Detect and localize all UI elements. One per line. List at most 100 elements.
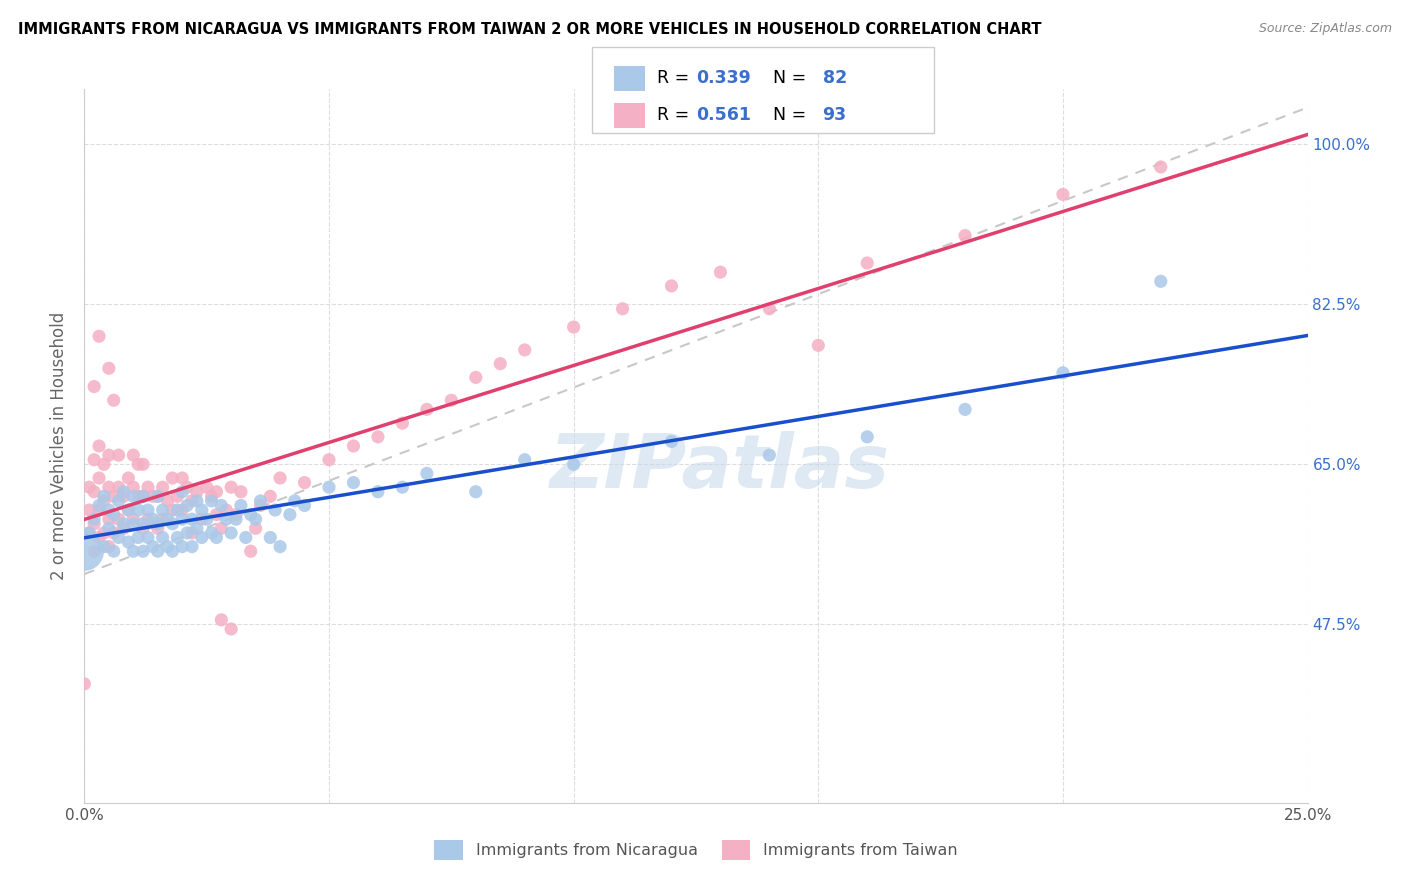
Legend: Immigrants from Nicaragua, Immigrants from Taiwan: Immigrants from Nicaragua, Immigrants fr… [427, 834, 965, 866]
Point [166, 489, 188, 503]
Point [77, 525, 100, 540]
Point [225, 508, 247, 522]
Point [122, 448, 145, 462]
Text: 0.561: 0.561 [696, 106, 751, 124]
Point [172, 512, 194, 526]
Point [176, 525, 198, 540]
Point [186, 494, 208, 508]
Point [146, 544, 169, 558]
Point [112, 521, 135, 535]
Text: 0.339: 0.339 [696, 69, 751, 87]
Point [176, 499, 198, 513]
Point [318, 480, 340, 494]
Point [122, 516, 145, 531]
Point [117, 503, 139, 517]
Point [162, 503, 184, 517]
Point [117, 471, 139, 485]
Point [205, 531, 228, 545]
Point [191, 531, 214, 545]
Point [172, 540, 194, 554]
Point [249, 494, 271, 508]
Point [953, 228, 976, 243]
Point [132, 516, 155, 531]
Point [107, 531, 129, 545]
Point [83, 516, 105, 531]
Point [249, 499, 271, 513]
Y-axis label: 2 or more Vehicles in Household: 2 or more Vehicles in Household [51, 312, 69, 580]
Point [103, 489, 125, 503]
Point [122, 512, 145, 526]
Point [856, 430, 879, 444]
Point [176, 480, 198, 494]
Point [127, 531, 149, 545]
Point [77, 480, 100, 494]
Point [107, 512, 129, 526]
Point [112, 489, 135, 503]
Point [112, 516, 135, 531]
Point [953, 402, 976, 417]
Point [195, 512, 218, 526]
Point [97, 448, 120, 462]
Point [195, 480, 218, 494]
Point [97, 361, 120, 376]
Point [132, 489, 155, 503]
Point [200, 494, 222, 508]
Point [205, 484, 228, 499]
Point [87, 531, 110, 545]
Point [97, 521, 120, 535]
Point [77, 503, 100, 517]
Point [162, 544, 184, 558]
Point [172, 471, 194, 485]
Point [87, 471, 110, 485]
Point [612, 301, 634, 316]
Point [73, 544, 96, 558]
Point [112, 484, 135, 499]
Point [269, 471, 291, 485]
Point [162, 516, 184, 531]
Point [342, 439, 364, 453]
Point [181, 494, 204, 508]
Text: 82: 82 [823, 69, 846, 87]
Point [1150, 160, 1173, 174]
Point [489, 357, 512, 371]
Text: N =: N = [762, 106, 811, 124]
Point [278, 508, 301, 522]
Point [136, 480, 159, 494]
Point [239, 508, 262, 522]
Point [93, 525, 115, 540]
Point [103, 393, 125, 408]
Point [122, 480, 145, 494]
Point [152, 531, 174, 545]
Point [367, 484, 389, 499]
Point [87, 329, 110, 343]
Point [122, 544, 145, 558]
Point [83, 484, 105, 499]
Point [156, 540, 179, 554]
Point [856, 256, 879, 270]
Point [416, 402, 439, 417]
Point [132, 544, 155, 558]
Point [152, 480, 174, 494]
Point [146, 521, 169, 535]
Point [103, 508, 125, 522]
Point [93, 540, 115, 554]
Point [209, 613, 232, 627]
Point [200, 489, 222, 503]
Text: ZIPatlas: ZIPatlas [550, 431, 890, 504]
Point [513, 452, 536, 467]
Text: Source: ZipAtlas.com: Source: ZipAtlas.com [1258, 22, 1392, 36]
Point [127, 458, 149, 472]
Point [269, 540, 291, 554]
Point [391, 416, 413, 430]
Point [93, 489, 115, 503]
Point [127, 503, 149, 517]
Point [172, 503, 194, 517]
Point [661, 279, 683, 293]
Point [146, 516, 169, 531]
Point [107, 480, 129, 494]
Point [156, 494, 179, 508]
Point [513, 343, 536, 357]
Point [181, 525, 204, 540]
Point [142, 489, 165, 503]
Point [807, 338, 830, 352]
